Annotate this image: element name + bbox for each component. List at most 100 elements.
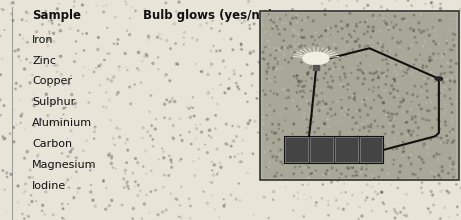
Point <box>437 217 444 220</box>
Point <box>206 128 213 132</box>
Point <box>390 148 397 151</box>
Point <box>96 84 104 87</box>
Point <box>169 96 176 100</box>
Point <box>134 161 142 164</box>
Point <box>380 144 388 148</box>
Point <box>427 138 434 141</box>
Point <box>38 209 46 213</box>
Point <box>400 140 407 144</box>
Point <box>400 98 408 102</box>
Point <box>380 89 387 93</box>
Point <box>307 89 314 93</box>
Point <box>39 187 46 191</box>
Point <box>272 17 279 21</box>
Point <box>414 126 422 130</box>
Point <box>370 99 378 102</box>
Point <box>426 211 434 214</box>
Point <box>291 104 298 108</box>
Point <box>450 139 457 142</box>
Point <box>122 0 129 4</box>
Point <box>320 22 328 26</box>
Point <box>122 65 130 69</box>
Point <box>255 60 263 64</box>
Point <box>305 102 313 105</box>
Point <box>39 204 47 207</box>
Point <box>368 157 375 160</box>
Point <box>437 136 445 140</box>
Point <box>66 163 73 167</box>
Point <box>37 118 45 121</box>
Point <box>213 49 220 53</box>
Point <box>159 210 166 214</box>
Point <box>356 109 364 112</box>
Point <box>403 110 411 114</box>
Point <box>406 72 414 76</box>
Text: Bulb glows (yes/no): Bulb glows (yes/no) <box>143 9 273 22</box>
Point <box>42 190 49 194</box>
Point <box>235 182 242 185</box>
Point <box>12 49 19 53</box>
Point <box>369 80 376 84</box>
Point <box>375 94 383 97</box>
Point <box>229 48 236 51</box>
Point <box>340 138 347 141</box>
Point <box>337 141 344 145</box>
Point <box>447 65 454 69</box>
Point <box>322 53 330 57</box>
Text: Aluminium: Aluminium <box>32 118 92 128</box>
Point <box>281 53 288 57</box>
Point <box>39 23 46 26</box>
Point <box>379 125 386 129</box>
Point <box>64 155 71 158</box>
Point <box>436 99 443 102</box>
Point <box>314 141 321 145</box>
Point <box>412 176 420 180</box>
Point <box>420 29 427 33</box>
Point <box>426 55 434 59</box>
Point <box>303 198 310 202</box>
Point <box>216 161 224 165</box>
Point <box>336 176 343 179</box>
Point <box>436 75 443 79</box>
Point <box>348 65 355 69</box>
Point <box>294 102 301 105</box>
Point <box>333 100 341 103</box>
Point <box>275 46 282 50</box>
Point <box>88 183 95 187</box>
Point <box>305 166 313 169</box>
Point <box>447 79 454 83</box>
Point <box>408 78 415 81</box>
Point <box>261 9 269 13</box>
Point <box>355 68 362 72</box>
Point <box>382 82 390 86</box>
Point <box>325 85 332 89</box>
Point <box>365 42 372 45</box>
Point <box>449 167 456 171</box>
Point <box>132 9 139 13</box>
Point <box>396 28 404 32</box>
Point <box>249 152 256 156</box>
Point <box>159 16 166 19</box>
Point <box>376 147 384 151</box>
Point <box>283 13 290 16</box>
Point <box>284 89 292 92</box>
Point <box>272 164 279 168</box>
Point <box>353 25 360 28</box>
Point <box>411 36 419 39</box>
Point <box>123 161 130 165</box>
Point <box>376 121 383 125</box>
Point <box>167 158 175 162</box>
Point <box>216 72 224 75</box>
Point <box>111 143 118 147</box>
Point <box>447 97 454 100</box>
Point <box>147 190 154 193</box>
Point <box>171 100 178 103</box>
Point <box>399 89 406 93</box>
Point <box>364 119 371 122</box>
Point <box>201 143 209 146</box>
Point <box>104 26 111 29</box>
Point <box>362 84 369 88</box>
Point <box>154 55 161 59</box>
Point <box>394 73 401 76</box>
Point <box>0 137 7 141</box>
